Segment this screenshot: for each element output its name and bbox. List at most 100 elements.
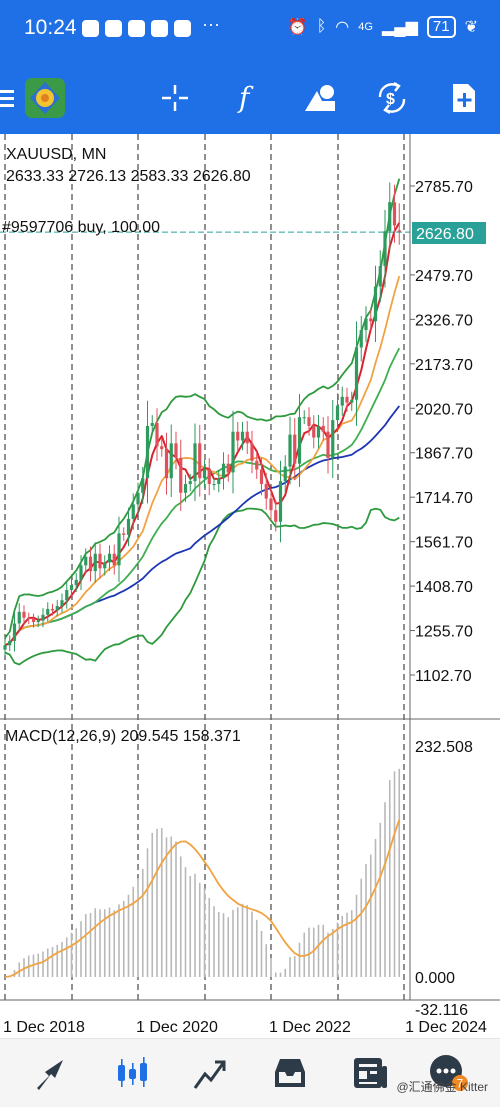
date-tick-label: 1 Dec 2022 bbox=[269, 1019, 351, 1036]
date-tick-label: 1 Dec 2018 bbox=[3, 1019, 85, 1036]
candle-body bbox=[345, 396, 349, 403]
status-bar: 10:24 ··· ⏰ ᛒ ◠ 4G ▂▄▆ 71 ❦ bbox=[0, 0, 500, 62]
candle-body bbox=[312, 425, 316, 438]
candle-body bbox=[164, 449, 169, 479]
candle-body bbox=[193, 443, 197, 482]
candle-body bbox=[316, 425, 321, 438]
battery-level: 71 bbox=[426, 16, 456, 38]
menu-icon[interactable] bbox=[0, 62, 16, 134]
candle-body bbox=[188, 481, 192, 485]
signal-icon: ▂▄▆ bbox=[381, 19, 418, 36]
timeframe-icon[interactable]: $ bbox=[370, 62, 414, 134]
candle-body bbox=[50, 608, 55, 611]
candle-body bbox=[160, 446, 164, 450]
current-price-tag bbox=[412, 222, 486, 244]
price-tick-label: 1714.70 bbox=[415, 490, 473, 507]
candle-body bbox=[383, 231, 387, 267]
history-icon[interactable] bbox=[250, 1039, 330, 1107]
app-notif-icon bbox=[105, 20, 122, 37]
price-tick-label: 1255.70 bbox=[415, 624, 473, 641]
indicators-icon[interactable]: f bbox=[228, 62, 268, 134]
candle-body bbox=[22, 611, 26, 618]
candle-body bbox=[321, 425, 325, 432]
candle-body bbox=[98, 553, 102, 569]
candle-body bbox=[250, 443, 254, 461]
wifi-icon: ◠ bbox=[335, 19, 350, 36]
macd-tick-label: 232.508 bbox=[415, 739, 473, 756]
crosshair-icon[interactable] bbox=[155, 62, 195, 134]
status-right: ⏰ ᛒ ◠ 4G ▂▄▆ 71 ❦ bbox=[288, 16, 478, 38]
macd-tick-label: 0.000 bbox=[415, 970, 455, 987]
candle-body bbox=[136, 492, 140, 505]
price-tick-label: 2020.70 bbox=[415, 401, 473, 418]
symbol-label: XAUUSD, MN bbox=[6, 146, 106, 163]
price-tick-label: 1102.70 bbox=[415, 668, 472, 685]
candle-body bbox=[36, 620, 40, 623]
app-notif-icon bbox=[128, 20, 145, 37]
price-chart[interactable]: 2785.70 2479.70 2326.70 2173.70 2020.70 1867.… bbox=[0, 134, 500, 1038]
position-label[interactable]: #9597706 buy, 100.00 bbox=[2, 219, 160, 236]
candle-body bbox=[141, 478, 145, 493]
candle-body bbox=[269, 498, 273, 511]
candle-body bbox=[17, 611, 21, 624]
candle-body bbox=[202, 469, 207, 479]
macd-signal-line bbox=[4, 819, 401, 978]
candle-body bbox=[179, 457, 183, 493]
new-order-icon[interactable] bbox=[444, 62, 484, 134]
candle-body bbox=[88, 556, 93, 572]
trade-icon[interactable] bbox=[170, 1039, 250, 1107]
app-logo-icon[interactable] bbox=[20, 62, 70, 134]
status-time: 10:24 bbox=[24, 16, 77, 39]
price-tick-label: 2479.70 bbox=[415, 268, 473, 285]
candle-body bbox=[221, 463, 226, 479]
candle-body bbox=[350, 399, 354, 403]
candle-body bbox=[174, 443, 178, 458]
candle-body bbox=[3, 645, 7, 650]
candle-body bbox=[340, 396, 344, 406]
candle-body bbox=[288, 434, 292, 467]
candle-body bbox=[93, 553, 97, 572]
candle-body bbox=[55, 606, 59, 611]
quotes-icon[interactable] bbox=[12, 1039, 92, 1107]
candle-body bbox=[207, 469, 211, 485]
price-tick-label: 2785.70 bbox=[415, 179, 473, 196]
candle-body bbox=[397, 230, 401, 233]
candle-body bbox=[150, 423, 154, 426]
candle-body bbox=[359, 330, 363, 348]
candle-body bbox=[274, 510, 278, 522]
price-tick-label: 1867.70 bbox=[415, 446, 473, 463]
candle-body bbox=[326, 431, 330, 458]
candle-body bbox=[259, 469, 264, 485]
candle-body bbox=[388, 202, 392, 232]
candle-body bbox=[283, 466, 287, 482]
notification-icons bbox=[82, 20, 191, 37]
svg-text:f: f bbox=[237, 82, 254, 114]
wechat-icon bbox=[82, 20, 99, 37]
candle-body bbox=[84, 556, 88, 566]
candle-body bbox=[335, 405, 340, 421]
candle-body bbox=[240, 431, 245, 441]
candle-body bbox=[297, 417, 302, 464]
candle-body bbox=[155, 423, 159, 447]
news-icon[interactable] bbox=[330, 1039, 410, 1107]
candle-body bbox=[27, 617, 31, 620]
macd-label: MACD(12,26,9) 209.545 158.371 bbox=[5, 728, 241, 745]
chart-icon[interactable] bbox=[92, 1039, 172, 1107]
candle-body bbox=[169, 443, 173, 479]
more-notifications: ··· bbox=[202, 14, 220, 34]
candle-body bbox=[373, 286, 378, 322]
candle-body bbox=[12, 623, 17, 641]
messages-badge: 7 bbox=[457, 1077, 464, 1091]
macd-tick-label: -32.116 bbox=[415, 1002, 468, 1019]
bollinger-lower bbox=[4, 507, 400, 666]
objects-icon[interactable] bbox=[298, 62, 342, 134]
candle-body bbox=[264, 484, 268, 499]
messages-icon[interactable]: 7 bbox=[408, 1039, 488, 1107]
candle-body bbox=[183, 484, 188, 493]
candle-body bbox=[231, 431, 235, 473]
svg-text:$: $ bbox=[386, 91, 395, 108]
price-tick-label: 2326.70 bbox=[415, 312, 473, 329]
leaf-icon: ❦ bbox=[464, 19, 478, 36]
current-price-value: 2626.80 bbox=[416, 226, 474, 243]
candle-body bbox=[131, 504, 135, 519]
